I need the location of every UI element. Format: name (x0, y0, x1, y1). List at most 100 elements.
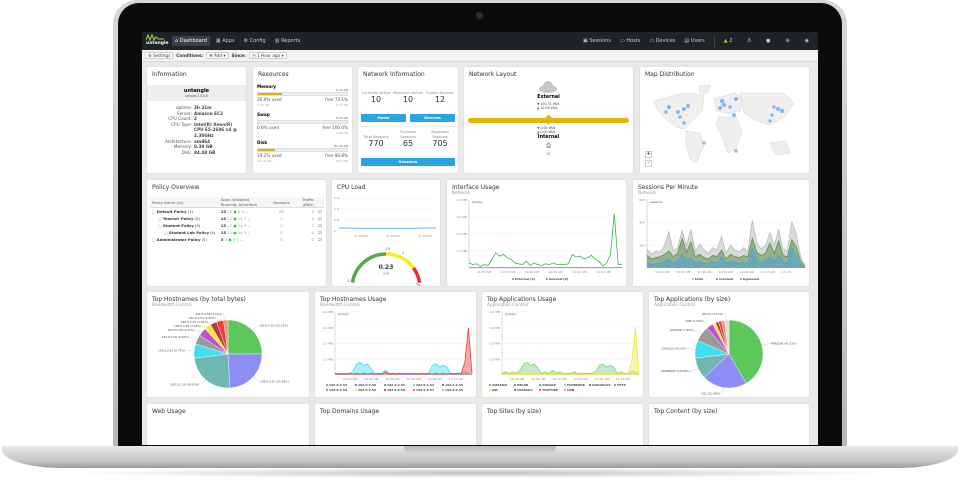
x-tick-label: 10:40 AM (697, 270, 712, 274)
pie-label: AMAZON (41.51%) (771, 341, 797, 345)
zoom-in-button[interactable]: + (645, 151, 652, 158)
nav-config[interactable]: ⚙ Config (243, 38, 266, 44)
policy-name[interactable]: Teacher Policy (162, 215, 194, 221)
policy-row[interactable]: ▢ Default Policy(1) 15 12 ● 0 3 ⌄ 65 0 ☑ (150, 208, 324, 215)
column-header[interactable]: Traffic (KB/s) (295, 197, 316, 208)
pie-slice[interactable] (227, 353, 263, 389)
cpu-load-card: CPU Load 2.4 1.6 0.8 0 11:29:00 11:29:15 11:29… (332, 180, 440, 286)
nav-dashboard[interactable]: ⌂ Dashboard (172, 36, 210, 46)
pie-slice[interactable] (724, 319, 730, 355)
legend-item[interactable]: CNN (567, 388, 575, 392)
policy-name[interactable]: Student Policy (162, 222, 194, 228)
nav-devices[interactable]: ▭ Devices (649, 38, 676, 44)
policy-row[interactable]: ▢ Teacher Policy(2) 15 12 ● 14 3 ⌄ 0 0 ☑ (150, 215, 324, 222)
x-tick-label: 10:20 AM (655, 270, 670, 274)
series-line-External [1] (468, 213, 622, 267)
policy-name[interactable]: Default Policy (156, 208, 187, 214)
policy-row[interactable]: ▢ Student Policy(3) 15 12 ● 14 3 ⌄ 0 0 ☑ (150, 222, 324, 229)
legend-item[interactable]: bypassed (743, 277, 759, 281)
add-condition-button[interactable]: ⊕ Add ▾ (206, 52, 229, 59)
stat: Maximum Active 10 (392, 86, 424, 104)
legend-item[interactable]: 192.0.2.58 (387, 388, 405, 392)
info-row: CPU Count: 2 (147, 116, 246, 122)
legend-item[interactable]: IMGUR (517, 383, 529, 387)
support-button[interactable]: ⊕ (782, 36, 792, 46)
sessions-button[interactable]: Sessions (361, 158, 455, 166)
edit-icon[interactable]: ☑ (318, 208, 322, 214)
zoom-out-button[interactable]: - (645, 160, 652, 167)
column-header[interactable]: Sessions (267, 197, 296, 208)
stat-label: Total Sessions (363, 134, 389, 139)
devices-icon[interactable]: ⎙ (546, 142, 551, 149)
info-key: Architecture: (164, 138, 192, 144)
legend-item[interactable]: 192.0.2.59 (445, 388, 463, 392)
map-card: Map Distribution + - (640, 67, 809, 173)
info-button[interactable]: ● (763, 36, 773, 46)
card-title: Network Layout (469, 71, 517, 78)
apps-inherited: 14 3 (237, 229, 247, 235)
nav-reports[interactable]: ▥ Reports (274, 38, 301, 44)
legend-item[interactable]: AMAZON (492, 383, 507, 387)
edit-icon[interactable]: ☑ (318, 236, 322, 242)
legend-item[interactable]: 192.0.2.53 (416, 383, 434, 387)
legend-item[interactable]: 192.0.2.52 (358, 388, 376, 392)
help-button[interactable]: ♁ (744, 36, 754, 46)
legend-item[interactable]: 192.0.2.51 (387, 383, 405, 387)
column-header[interactable]: Apps (Installed, Running, Inherited) (218, 197, 268, 208)
stat-value: 770 (368, 139, 384, 148)
world-map[interactable] (644, 81, 806, 169)
legend-item[interactable]: 192.0.2.56 (358, 383, 376, 387)
legend-item[interactable]: Internal [2] (549, 277, 569, 281)
legend-item[interactable]: 192.0.2.55 (445, 383, 463, 387)
nav-sessions[interactable]: ▣ Sessions (583, 38, 612, 44)
legend-item[interactable]: scanned (719, 277, 733, 281)
pie-leader (223, 314, 226, 321)
card-subtitle: Network (452, 191, 470, 196)
y-axis-label: bytes/s (472, 200, 483, 204)
chevron-down-icon[interactable]: ⌄ (246, 222, 251, 228)
policy-row[interactable]: ▢ Student Lab Policy(4) 15 12 ● 14 3 ⌄ 0 0 ☑ (150, 229, 324, 236)
legend-item[interactable]: 192.0.2.54 (329, 383, 347, 387)
legend-item[interactable]: YOUTUBE (541, 388, 558, 392)
legend-item[interactable]: 192.0.2.57 (416, 388, 434, 392)
nav-users[interactable]: ▤ Users (684, 38, 705, 44)
policy-row[interactable]: ▢ Administrator Policy(5) 3 3 ● 0 3 ⌄ 0 0 ☑ (150, 236, 324, 243)
legend-marker (546, 278, 548, 280)
legend-item[interactable]: FACEBOOK (567, 383, 586, 387)
hosts-button[interactable]: Hosts (361, 114, 406, 122)
legend-item[interactable]: CRAIGSLI (517, 388, 533, 392)
series-area-bypassed (647, 247, 805, 268)
chevron-down-icon[interactable]: ⌄ (246, 229, 251, 235)
nav-hosts[interactable]: ▭ Hosts (620, 38, 641, 44)
devices-button[interactable]: Devices (410, 114, 455, 122)
legend-item[interactable]: External [1] (515, 277, 536, 281)
chevron-down-icon[interactable]: ⌄ (246, 215, 251, 221)
account-button[interactable]: ◉ (802, 36, 812, 46)
alerts-button[interactable]: ▲ 2 (723, 38, 733, 44)
policy-name[interactable]: Student Lab Policy (168, 229, 209, 235)
untangle-logo[interactable]: untangle (146, 34, 169, 48)
pie-slice[interactable] (728, 319, 764, 384)
legend-item[interactable]: 192.0.2.50 (329, 388, 347, 392)
legend-item[interactable]: total (695, 277, 703, 281)
legend-item[interactable]: HTTP (617, 383, 627, 387)
settings-button[interactable]: ⚙ Settings (145, 52, 174, 59)
pie-slice[interactable] (227, 319, 263, 355)
pie-slice[interactable] (194, 353, 231, 389)
legend-item[interactable]: GOOGPLUS (592, 383, 611, 387)
legend-item[interactable]: SSL (492, 388, 498, 392)
chevron-down-icon[interactable]: ⌄ (238, 236, 244, 242)
edit-icon[interactable]: ☑ (318, 215, 322, 221)
policy-name[interactable]: Administrator Policy (156, 236, 201, 242)
since-dropdown[interactable]: ◷ 1 Hour ago ▾ (248, 52, 287, 59)
edit-icon[interactable]: ☑ (318, 222, 322, 228)
legend-item[interactable]: GOOGLE (542, 383, 556, 387)
column-header[interactable]: Policy Name (id) (150, 197, 219, 208)
chevron-down-icon[interactable]: ⌄ (243, 208, 249, 214)
edit-icon[interactable]: ☑ (318, 229, 322, 235)
nav-apps[interactable]: ▦ Apps (215, 38, 235, 44)
info-row: Architecture: amd64 (147, 139, 246, 145)
info-value: Amazon EC2 (194, 110, 224, 116)
card-title: Top Applications (by size) (654, 296, 731, 303)
pie-leader (694, 329, 702, 334)
